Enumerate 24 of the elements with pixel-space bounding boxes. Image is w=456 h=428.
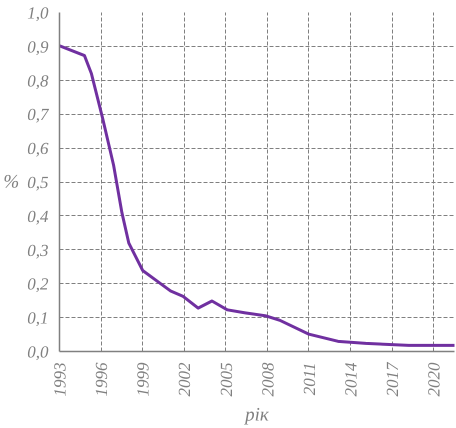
x-tick-label: 1996 — [92, 362, 112, 396]
y-tick-label: 0,0 — [27, 342, 49, 362]
y-tick-label: 0,7 — [27, 105, 50, 124]
y-tick-label: 0,8 — [27, 71, 49, 90]
x-axis-title: рік — [243, 404, 270, 426]
x-tick-label: 2017 — [383, 361, 402, 396]
x-tick-label: 2020 — [424, 362, 444, 396]
y-tick-label: 0,5 — [27, 173, 48, 192]
y-tick-label: 0,4 — [27, 206, 49, 226]
y-tick-label: 1,0 — [27, 4, 49, 22]
y-tick-label: 0,1 — [27, 308, 48, 328]
line-series — [60, 44, 454, 347]
y-tick-label: 0,9 — [27, 37, 49, 56]
x-tick-label: 1993 — [50, 362, 70, 396]
y-tick-label: 0,6 — [27, 139, 49, 158]
x-tick-label: 2014 — [342, 362, 361, 396]
y-tick-label: 0,2 — [27, 274, 49, 294]
x-tick-label: 2008 — [258, 362, 278, 396]
x-tick-label: 2011 — [300, 362, 319, 396]
x-tick-label: 1999 — [134, 362, 153, 396]
y-axis-title: % — [3, 172, 20, 192]
x-tick-label: 2005 — [216, 362, 236, 396]
y-tick-label: 0,3 — [27, 240, 48, 260]
x-tick-label: 2002 — [175, 362, 194, 396]
